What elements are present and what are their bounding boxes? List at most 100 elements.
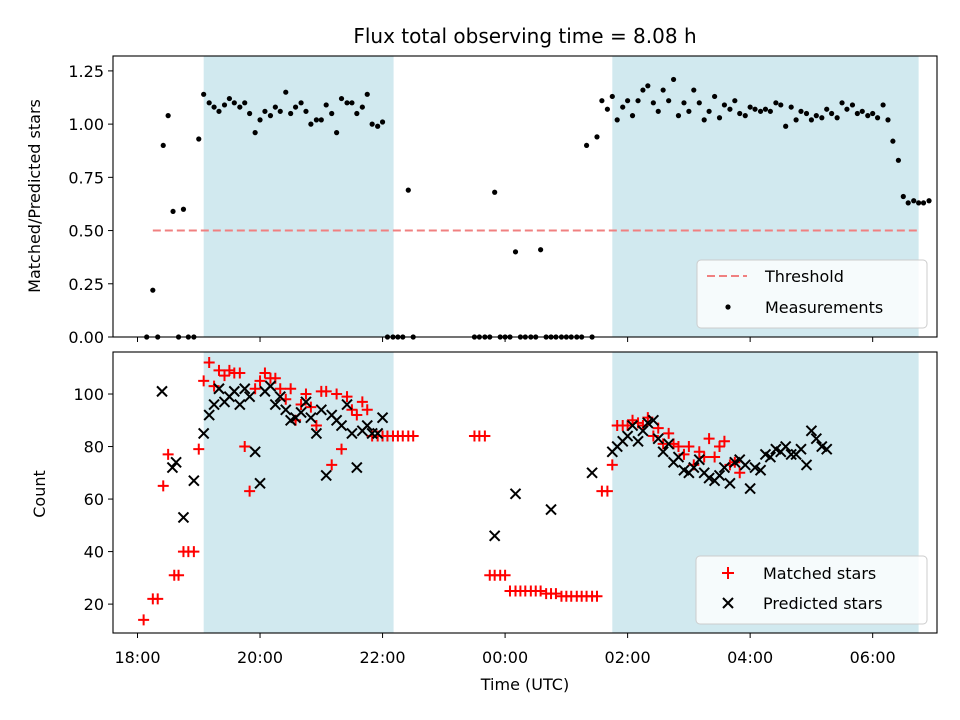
predicted-stars-point	[295, 406, 307, 419]
predicted-stars-point	[749, 461, 761, 474]
matched-stars-point	[672, 441, 684, 453]
measurements-point	[226, 95, 233, 102]
matched-stars-point	[550, 588, 562, 600]
matched-stars-point	[305, 401, 317, 413]
measurements-point	[599, 98, 605, 104]
count-legend-box	[695, 555, 928, 625]
measurements-point	[854, 110, 860, 117]
measurements-point	[594, 134, 600, 140]
matched-stars-point	[718, 435, 730, 447]
measurements-point	[706, 108, 712, 114]
measurements-point	[288, 110, 294, 117]
predicted-stars-point	[744, 482, 756, 495]
measurements-point	[716, 115, 723, 121]
measurements-point	[874, 115, 881, 121]
matched-stars-point	[591, 590, 603, 602]
matched-stars-point	[213, 364, 225, 376]
predicted-stars-point	[621, 430, 634, 442]
measurements-point	[620, 104, 626, 110]
matched-stars-point	[407, 430, 419, 442]
measurements-point	[247, 110, 253, 117]
x-tick-label: 02:00	[605, 648, 651, 667]
predicted-stars-point	[754, 464, 767, 476]
measurements-point	[354, 110, 360, 117]
matched-stars-point	[138, 614, 150, 626]
measurements-point	[660, 87, 666, 93]
legend-predicted-label: Predicted stars	[763, 594, 883, 613]
measurements-point	[405, 187, 411, 193]
legend-measurements-label: Measurements	[765, 298, 883, 317]
y-tick-label: 80	[84, 438, 104, 457]
measurements-point	[231, 100, 237, 106]
predicted-stars-point	[672, 451, 685, 463]
predicted-stars-point	[652, 432, 664, 445]
predicted-stars-point	[300, 396, 312, 408]
matched-stars-point	[693, 446, 705, 458]
matched-stars-point	[535, 585, 547, 597]
measurements-point	[538, 247, 544, 253]
predicted-stars-point	[213, 383, 225, 395]
measurements-point	[849, 102, 856, 108]
measurements-point	[583, 142, 590, 149]
predicted-stars-point	[280, 404, 292, 416]
measurements-point	[512, 249, 519, 255]
measurements-point	[686, 108, 692, 114]
predicted-stars-point	[821, 443, 833, 455]
measurements-point	[880, 102, 886, 108]
measurements-point	[732, 98, 738, 104]
matched-stars-point	[239, 441, 251, 453]
predicted-stars-point	[351, 461, 363, 474]
x-tick-label: 22:00	[360, 648, 406, 667]
measurements-point	[206, 100, 212, 106]
measurements-point	[196, 136, 202, 142]
predicted-stars-point	[509, 488, 522, 500]
matched-stars-point	[320, 385, 332, 397]
matched-stars-point	[479, 430, 491, 442]
predicted-stars-point	[693, 453, 706, 466]
measurements-point	[283, 89, 289, 95]
predicted-stars-point	[234, 398, 246, 411]
count-y-axis-label: Count	[30, 470, 49, 518]
count-legend: Matched stars Predicted stars	[695, 555, 928, 625]
measurements-point	[640, 87, 646, 93]
measurements-point	[798, 108, 804, 114]
measurements-point	[201, 91, 207, 97]
y-tick-label: 100	[73, 385, 104, 404]
count-panel: 20 40 60 80 100 18:00 20:00 22:00 00:00 02:00 04:…	[30, 351, 938, 694]
count-x-axis: 18:00 20:00 22:00 00:00 02:00 04:00 06:00	[114, 633, 896, 667]
predicted-stars-point	[188, 474, 200, 487]
count-y-axis: 20 40 60 80 100	[73, 385, 113, 614]
predicted-stars-point	[310, 427, 323, 440]
predicted-stars-point	[647, 414, 660, 426]
measurements-point	[160, 142, 166, 149]
predicted-stars-point	[488, 530, 501, 542]
matched-stars-point	[193, 443, 205, 455]
matched-stars-point	[499, 569, 511, 581]
measurements-point	[609, 93, 615, 100]
measurements-point	[375, 123, 381, 129]
x-tick-label: 18:00	[114, 648, 160, 667]
predicted-stars-point	[545, 503, 557, 516]
matched-stars-point	[188, 546, 200, 558]
measurements-point	[762, 106, 769, 112]
measurements-point	[303, 108, 309, 114]
predicted-stars-point	[724, 477, 736, 490]
y-tick-label: 40	[84, 543, 104, 562]
predicted-stars-point	[764, 451, 777, 463]
matched-stars-point	[336, 443, 348, 455]
count-plot-area	[138, 357, 833, 626]
predicted-stars-point	[785, 448, 797, 461]
matched-stars-point	[346, 404, 358, 416]
measurements-point	[257, 117, 263, 123]
measurements-point	[737, 110, 743, 117]
ratio-plot-area	[144, 76, 932, 340]
predicted-stars-point	[795, 443, 807, 455]
predicted-stars-point	[335, 419, 348, 432]
predicted-stars-point	[269, 398, 282, 411]
predicted-stars-point	[376, 411, 389, 424]
x-axis-label: Time (UTC)	[480, 675, 569, 694]
measurements-point	[165, 113, 171, 119]
measurements-point	[666, 98, 672, 104]
predicted-stars-point	[361, 419, 373, 432]
